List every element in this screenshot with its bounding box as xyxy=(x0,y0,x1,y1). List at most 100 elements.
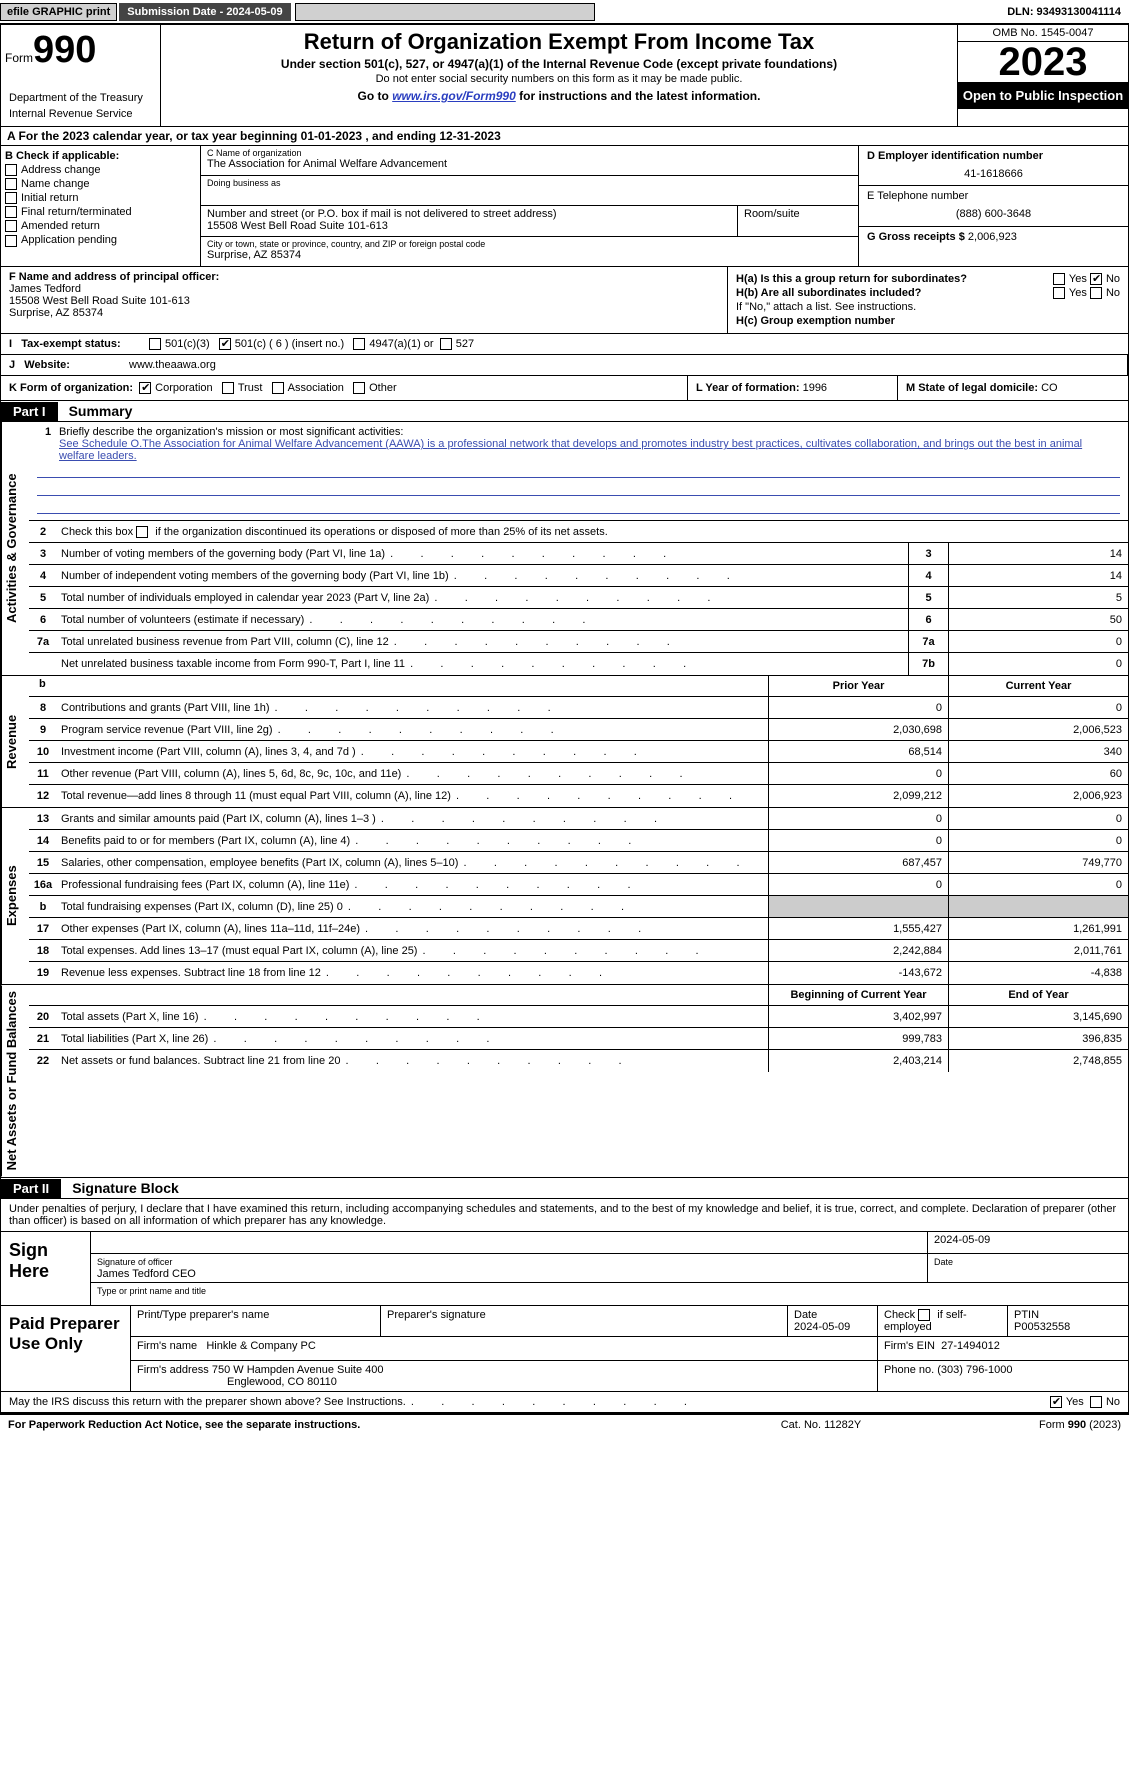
hb-no: No xyxy=(1106,287,1120,299)
opt-4947: 4947(a)(1) or xyxy=(369,338,433,350)
chk-527[interactable] xyxy=(440,338,452,350)
form-subtitle: Under section 501(c), 527, or 4947(a)(1)… xyxy=(165,57,953,71)
current-year-hdr: Current Year xyxy=(948,676,1128,696)
line-num: 6 xyxy=(29,612,57,628)
line-val: 5 xyxy=(948,587,1128,608)
h-b: H(b) Are all subordinates included? Yes … xyxy=(736,287,1120,299)
prior-val: 0 xyxy=(768,697,948,718)
ha-yes-chk[interactable] xyxy=(1053,273,1065,285)
line-1: 1Briefly describe the organization's mis… xyxy=(29,422,1128,521)
officer-street: 15508 West Bell Road Suite 101-613 xyxy=(9,295,719,307)
sig-officer-name: James Tedford CEO xyxy=(97,1268,196,1280)
curr-val: -4,838 xyxy=(948,962,1128,984)
line-15: 15 Salaries, other compensation, employe… xyxy=(29,852,1128,874)
part2-title: Signature Block xyxy=(64,1178,187,1198)
m-label: M State of legal domicile: xyxy=(906,382,1038,394)
prep-date: 2024-05-09 xyxy=(794,1321,850,1333)
box-b-label: B Check if applicable: xyxy=(5,150,196,162)
line-14: 14 Benefits paid to or for members (Part… xyxy=(29,830,1128,852)
chk-application-pending[interactable]: Application pending xyxy=(5,234,196,246)
irs-discuss-text: May the IRS discuss this return with the… xyxy=(9,1396,1050,1408)
line-text: Grants and similar amounts paid (Part IX… xyxy=(57,811,768,827)
chk-discontinued[interactable] xyxy=(136,526,148,538)
hc-label: H(c) Group exemption number xyxy=(736,315,1120,327)
line-text: Net assets or fund balances. Subtract li… xyxy=(57,1053,768,1069)
prior-val: 0 xyxy=(768,808,948,829)
hb-yes-chk[interactable] xyxy=(1053,287,1065,299)
chk-self-employed[interactable] xyxy=(918,1309,930,1321)
line-20: 20 Total assets (Part X, line 16) 3,402,… xyxy=(29,1006,1128,1028)
chk-amended[interactable]: Amended return xyxy=(5,220,196,232)
line-6: 6 Total number of volunteers (estimate i… xyxy=(29,609,1128,631)
goto-link[interactable]: www.irs.gov/Form990 xyxy=(392,89,516,103)
paid-right: Print/Type preparer's name Preparer's si… xyxy=(131,1306,1128,1391)
street-label: Number and street (or P.O. box if mail i… xyxy=(207,208,731,220)
q1-label: Briefly describe the organization's miss… xyxy=(59,426,403,438)
firm-name: Hinkle & Company PC xyxy=(206,1340,315,1352)
line-box: 3 xyxy=(908,543,948,564)
goto-suffix: for instructions and the latest informat… xyxy=(516,89,761,103)
line-text: Total unrelated business revenue from Pa… xyxy=(57,634,908,650)
ha-no-chk[interactable] xyxy=(1090,273,1102,285)
part1-tag: Part I xyxy=(1,402,58,421)
hb-no-chk[interactable] xyxy=(1090,287,1102,299)
opt-527: 527 xyxy=(456,338,474,350)
chk-other[interactable] xyxy=(353,382,365,394)
curr-val: 2,006,523 xyxy=(948,719,1128,740)
prior-val: 2,099,212 xyxy=(768,785,948,807)
room-label: Room/suite xyxy=(744,208,852,220)
line-box: 4 xyxy=(908,565,948,586)
line-2: 2 Check this box if the organization dis… xyxy=(29,521,1128,543)
curr-val: 396,835 xyxy=(948,1028,1128,1049)
line-19: 19 Revenue less expenses. Subtract line … xyxy=(29,962,1128,984)
line-8: 8 Contributions and grants (Part VIII, l… xyxy=(29,697,1128,719)
firm-phone: (303) 796-1000 xyxy=(937,1364,1012,1376)
chk-name-change[interactable]: Name change xyxy=(5,178,196,190)
hb-note: If "No," attach a list. See instructions… xyxy=(736,301,1120,313)
part1-title: Summary xyxy=(61,401,141,421)
line-text: Salaries, other compensation, employee b… xyxy=(57,855,768,871)
chk-discuss-no[interactable] xyxy=(1090,1396,1102,1408)
chk-501c3[interactable] xyxy=(149,338,161,350)
chk-address-change[interactable]: Address change xyxy=(5,164,196,176)
vtab-revenue: Revenue xyxy=(1,676,29,807)
hb-label: H(b) Are all subordinates included? xyxy=(736,287,921,299)
line-num: 5 xyxy=(29,590,57,606)
city-label: City or town, state or province, country… xyxy=(207,239,852,249)
efile-print-button[interactable]: efile GRAPHIC print xyxy=(0,3,117,21)
sig-officer-label: Signature of officer xyxy=(97,1257,172,1267)
website-value: www.theaawa.org xyxy=(121,355,1128,375)
chk-discuss-yes[interactable] xyxy=(1050,1396,1062,1408)
firm-addr1: 750 W Hampden Avenue Suite 400 xyxy=(212,1364,384,1376)
ha-yes: Yes xyxy=(1069,273,1087,285)
sign-here-label: Sign Here xyxy=(1,1232,91,1305)
goto-prefix: Go to xyxy=(358,89,393,103)
chk-4947[interactable] xyxy=(353,338,365,350)
box-g: G Gross receipts $ 2,006,923 xyxy=(859,227,1128,266)
line-11: 11 Other revenue (Part VIII, column (A),… xyxy=(29,763,1128,785)
line-22: 22 Net assets or fund balances. Subtract… xyxy=(29,1050,1128,1072)
chk-initial-return[interactable]: Initial return xyxy=(5,192,196,204)
line-text: Other revenue (Part VIII, column (A), li… xyxy=(57,766,768,782)
header-left: Form990 Department of the Treasury Inter… xyxy=(1,25,161,126)
signature-section: Under penalties of perjury, I declare th… xyxy=(0,1199,1129,1306)
chk-final-return[interactable]: Final return/terminated xyxy=(5,206,196,218)
line-num: 3 xyxy=(29,546,57,562)
revenue-body: b Prior Year Current Year 8 Contribution… xyxy=(29,676,1128,807)
ein-value: 41-1618666 xyxy=(867,168,1120,180)
irs-label: Internal Revenue Service xyxy=(5,106,156,122)
open-public: Open to Public Inspection xyxy=(958,82,1128,109)
chk-assoc[interactable] xyxy=(272,382,284,394)
line-text: Contributions and grants (Part VIII, lin… xyxy=(57,700,768,716)
chk-label: Amended return xyxy=(21,220,100,232)
dln: DLN: 93493130041114 xyxy=(1007,6,1129,18)
curr-val: 0 xyxy=(948,874,1128,895)
ha-label: H(a) Is this a group return for subordin… xyxy=(736,273,967,285)
chk-501c[interactable] xyxy=(219,338,231,350)
box-m: M State of legal domicile: CO xyxy=(898,376,1128,400)
opt-501c3: 501(c)(3) xyxy=(165,338,210,350)
chk-corp[interactable] xyxy=(139,382,151,394)
chk-trust[interactable] xyxy=(222,382,234,394)
form-number: 990 xyxy=(33,29,96,71)
ptin-value: P00532558 xyxy=(1014,1321,1070,1333)
